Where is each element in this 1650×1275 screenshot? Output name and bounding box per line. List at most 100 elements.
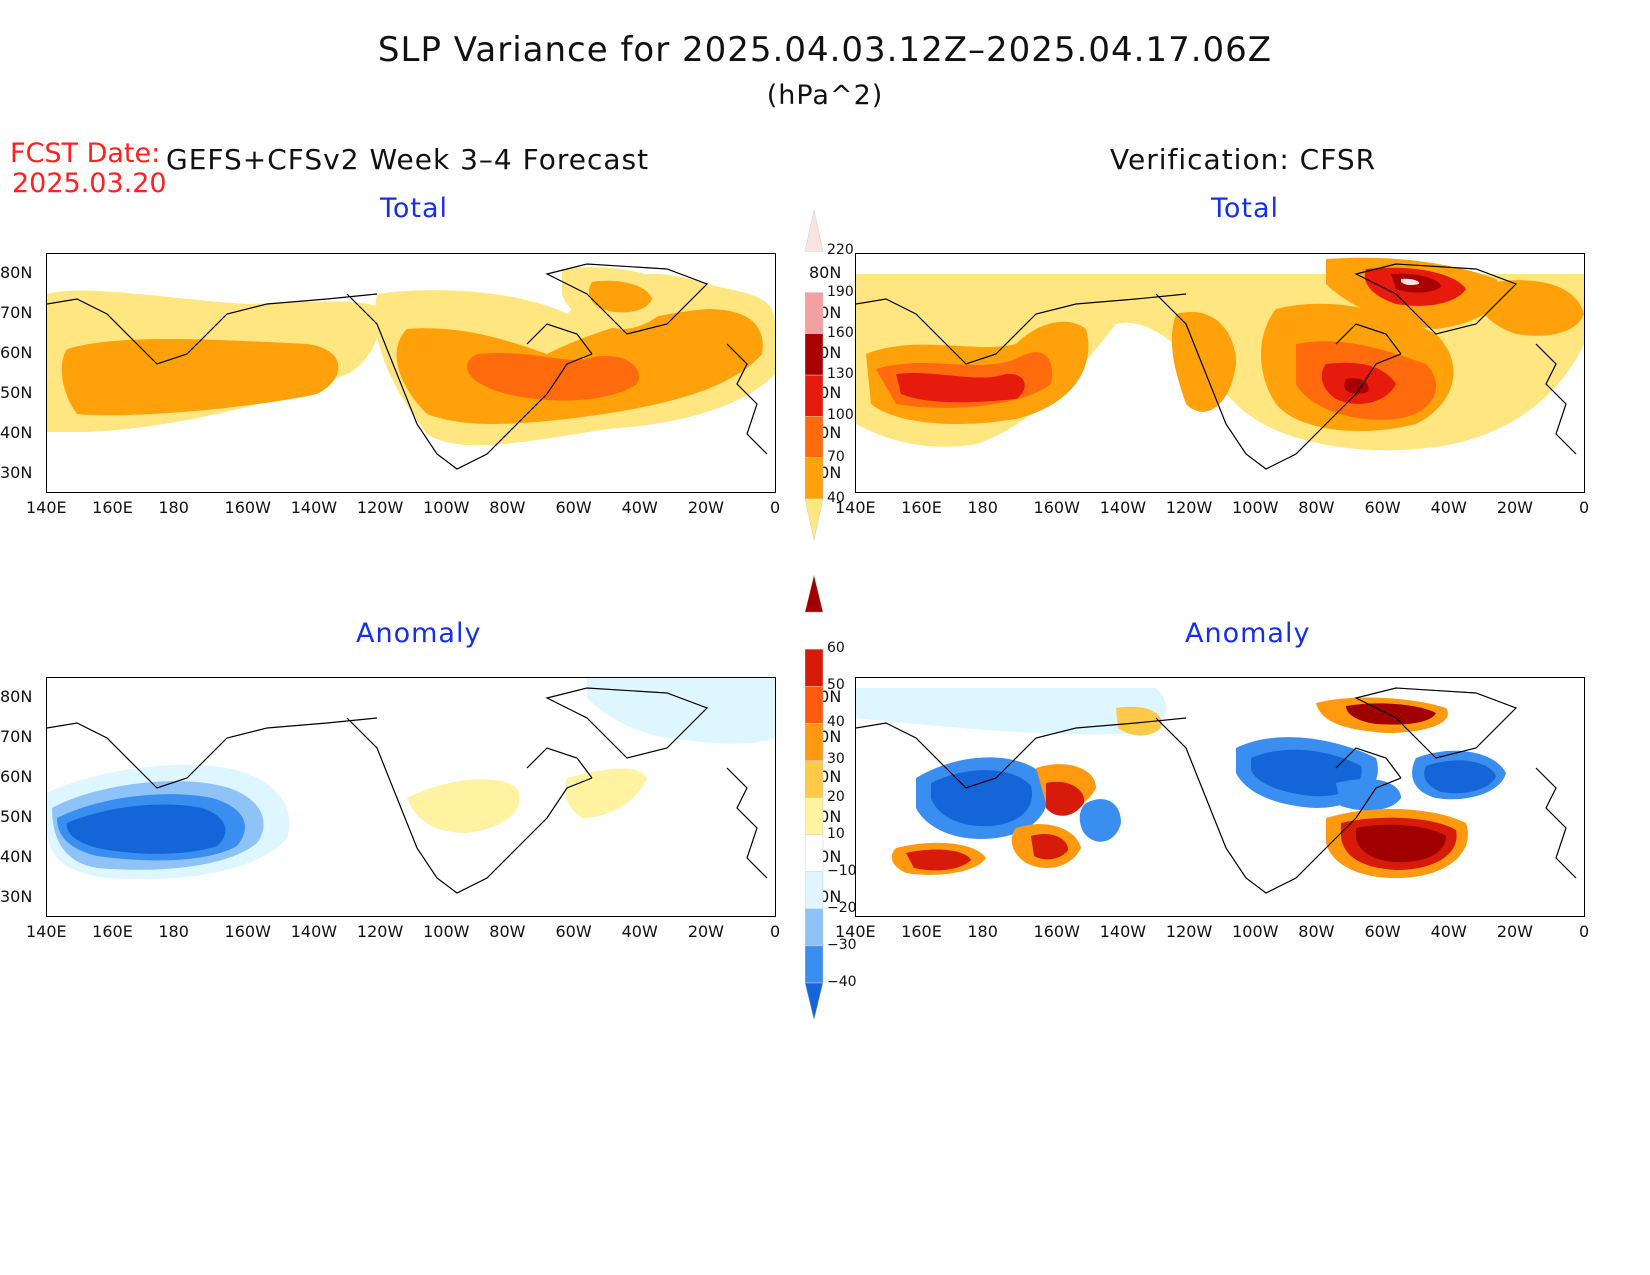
panel-title-verification-anomaly: Anomaly <box>1185 618 1311 649</box>
colorbar-svg <box>805 575 824 1020</box>
verification-header: Verification: CFSR <box>1110 143 1377 176</box>
colorbar-segment <box>805 498 824 540</box>
map-forecast-anomaly <box>46 677 776 917</box>
lon-label: 140E <box>835 498 876 517</box>
lon-label: 140W <box>290 498 338 517</box>
colorbar-label: 60 <box>827 640 845 657</box>
lat-label: 30N <box>0 463 33 482</box>
colorbar-segment <box>805 416 824 458</box>
colorbar-label: 30 <box>827 751 845 768</box>
lon-label: 180 <box>158 498 189 517</box>
lon-label: 140W <box>290 922 338 941</box>
map-forecast-total <box>46 253 776 493</box>
colorbar-anomaly: −40 −30 −20 −10 10 20 30 40 50 60 <box>805 575 857 1020</box>
lon-label: 160W <box>1033 922 1080 941</box>
colorbar-segment <box>805 834 824 872</box>
colorbar-segment <box>805 333 824 376</box>
lon-label: 120W <box>1165 922 1213 941</box>
lon-label: 20W <box>1496 498 1533 517</box>
lon-label: 160E <box>92 498 133 517</box>
lon-label: 80W <box>1298 498 1335 517</box>
lat-label: 40N <box>0 847 33 866</box>
lon-label: 160E <box>901 922 942 941</box>
colorbar-segment <box>805 797 824 835</box>
lon-label: 20W <box>1496 922 1533 941</box>
colorbar-segment <box>805 374 824 417</box>
lon-label: 40W <box>1430 922 1467 941</box>
lon-label: 100W <box>1232 498 1279 517</box>
lon-label: 20W <box>687 922 724 941</box>
colorbar-segment <box>805 648 824 687</box>
lat-label: 80N <box>0 687 33 706</box>
panel-title-verification-total: Total <box>1211 193 1280 224</box>
lon-label: 40W <box>1430 498 1467 517</box>
lon-label: 0 <box>1579 922 1590 941</box>
colorbar-segment <box>805 210 824 252</box>
lon-label: 140E <box>26 498 67 517</box>
lon-label: 60W <box>555 498 592 517</box>
lon-label: 40W <box>621 498 658 517</box>
colorbar-segment <box>805 760 824 798</box>
lon-label: 160W <box>224 498 271 517</box>
colorbar-label: 160 <box>827 324 854 341</box>
lat-label: 70N <box>0 727 33 746</box>
colorbar-label: 130 <box>827 366 854 382</box>
lon-label: 140E <box>835 922 876 941</box>
colorbar-segment <box>805 575 824 613</box>
colorbar-label: 10 <box>827 825 845 842</box>
colorbar-segment <box>805 292 824 334</box>
lat-label: 60N <box>0 767 33 786</box>
map-verification-anomaly <box>855 677 1585 917</box>
colorbar-svg <box>805 210 824 540</box>
colorbar-label: 40 <box>827 489 845 506</box>
colorbar-label: −40 <box>827 973 857 990</box>
colorbar-total: 40 70 100 130 160 190 220 <box>805 210 854 540</box>
map-verification-total <box>855 253 1585 493</box>
lon-label: 40W <box>621 922 658 941</box>
colorbar-segment <box>805 457 824 499</box>
lon-label: 120W <box>356 498 404 517</box>
lon-label: 120W <box>356 922 404 941</box>
lon-label: 140W <box>1099 498 1147 517</box>
lon-label: 180 <box>158 922 189 941</box>
colorbar-segment <box>805 871 824 909</box>
lat-label: 80N <box>0 263 33 282</box>
lon-label: 100W <box>423 922 470 941</box>
colorbar-label: −30 <box>827 936 857 953</box>
lat-label: 50N <box>0 807 33 826</box>
lon-label: 140E <box>26 922 67 941</box>
fcst-date-value: 2025.03.20 <box>12 168 167 199</box>
colorbar-segment <box>805 686 824 724</box>
colorbar-label: 220 <box>827 242 854 259</box>
lon-label: 60W <box>1364 922 1401 941</box>
lon-label: 180 <box>967 498 998 517</box>
panel-title-forecast-total: Total <box>380 193 449 224</box>
lon-label: 180 <box>967 922 998 941</box>
colorbar-segment <box>805 908 824 947</box>
fcst-date-label: FCST Date: <box>10 138 161 169</box>
lat-label: 40N <box>0 423 33 442</box>
colorbar-label: 40 <box>827 714 845 731</box>
colorbar-label: 70 <box>827 448 845 465</box>
figure-title: SLP Variance for 2025.04.03.12Z–2025.04.… <box>377 30 1273 70</box>
lon-label: 80W <box>1298 922 1335 941</box>
lon-label: 100W <box>423 498 470 517</box>
figure-units: (hPa^2) <box>766 80 884 111</box>
colorbar-segment <box>805 982 824 1020</box>
lon-label: 160E <box>92 922 133 941</box>
colorbar-label: 190 <box>827 283 854 300</box>
colorbar-label: 20 <box>827 788 845 805</box>
lon-label: 120W <box>1165 498 1213 517</box>
lon-label: 80W <box>489 498 526 517</box>
lon-label: 20W <box>687 498 724 517</box>
colorbar-label: 50 <box>827 677 845 694</box>
lon-label: 60W <box>1364 498 1401 517</box>
lat-label: 80N <box>809 263 842 282</box>
lon-label: 160W <box>224 922 271 941</box>
lon-label: 0 <box>1579 498 1590 517</box>
lon-label: 0 <box>770 922 781 941</box>
colorbar-segment <box>805 723 824 761</box>
panel-title-forecast-anomaly: Anomaly <box>356 618 482 649</box>
colorbar-label: 100 <box>827 407 854 424</box>
colorbar-label: −20 <box>827 899 857 916</box>
